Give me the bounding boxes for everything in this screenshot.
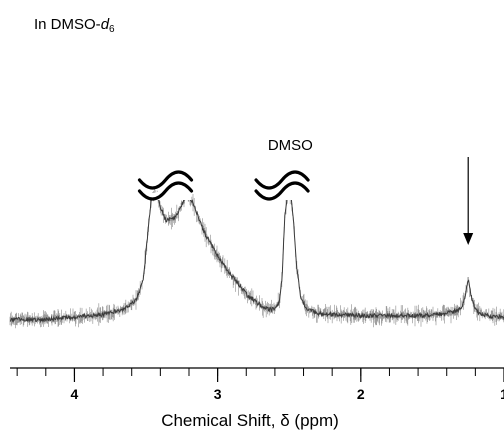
x-axis: 4 3 2 1 [10, 367, 504, 402]
annotations: DMSO [268, 137, 474, 245]
x-axis-label: Chemical Shift, δ (ppm) [161, 411, 339, 430]
axis-break-line-lower [137, 181, 194, 201]
axis-break-line-upper [137, 170, 194, 190]
x-tick-label-1: 1 [500, 386, 504, 402]
arrow-head [463, 233, 474, 245]
solvent-label: In DMSO-d6 [34, 16, 115, 39]
spectrum-line [9, 192, 504, 324]
x-tick-label-3: 3 [214, 386, 222, 402]
solvent-subscript: 6 [109, 24, 115, 35]
axis-break-line-lower [254, 181, 310, 201]
axis-break-marks [137, 170, 310, 201]
solvent-deuterium: d [100, 16, 110, 33]
solvent-prefix: In DMSO- [34, 16, 101, 33]
axis-break-line-upper [254, 170, 310, 190]
annotation-label-0: DMSO [268, 137, 313, 154]
spectrum-noise [9, 186, 504, 329]
x-tick-label-2: 2 [357, 386, 365, 402]
x-tick-label-4: 4 [71, 386, 79, 402]
spectrum-trace [9, 186, 504, 329]
